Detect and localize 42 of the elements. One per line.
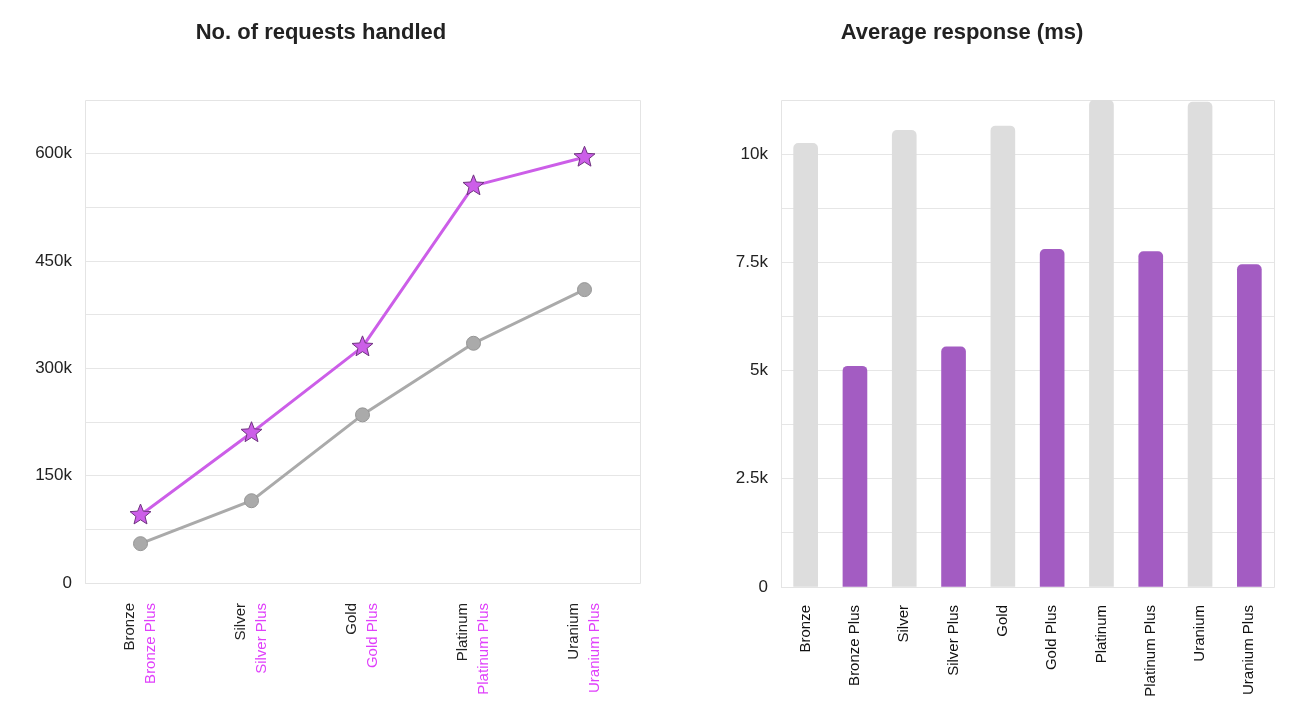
x-tick-label: Silver Plus	[943, 605, 961, 676]
point	[462, 174, 485, 196]
y-tick-label: 0	[758, 576, 768, 596]
y-tick-label: 5k	[750, 360, 769, 380]
x-tick-label: Silver Silver Plus	[231, 603, 270, 674]
x-tick-label: Gold Gold Plus	[342, 603, 381, 669]
bar	[1237, 264, 1262, 587]
x-tick-label: Bronze Plus	[845, 605, 863, 686]
y-tick-label: 2.5k	[735, 468, 769, 488]
y-tick-label: 7.5k	[735, 252, 769, 272]
y-tick-label: 10k	[740, 143, 769, 163]
bar	[1039, 249, 1065, 587]
x-tick-label: Bronze	[795, 605, 813, 653]
bar	[941, 346, 966, 587]
x-tick-label: Gold Plus	[1042, 605, 1060, 671]
y-tick-label: 300k	[35, 358, 73, 378]
point	[573, 145, 596, 167]
x-tick-label: Uranium Uranium Plus	[564, 603, 603, 694]
point	[129, 503, 152, 525]
x-tick-label: Platinum Platinum Plus	[453, 603, 492, 695]
bar	[1138, 251, 1164, 587]
point	[466, 335, 481, 351]
x-tick-label: Uranium Plus	[1239, 605, 1257, 696]
x-tick-label: Uranium	[1190, 605, 1208, 662]
point	[577, 282, 592, 298]
point	[355, 407, 370, 423]
x-tick-label: Bronze Bronze Plus	[120, 603, 159, 684]
x-tick-label: Silver	[894, 605, 912, 643]
bar	[842, 365, 868, 587]
chart-title: Average response (ms)	[840, 19, 1084, 45]
y-tick-label: 150k	[35, 465, 73, 485]
chart-title: No. of requests handled	[195, 19, 447, 45]
point	[240, 421, 263, 443]
x-tick-label: Platinum	[1091, 605, 1109, 664]
y-tick-label: 0	[62, 572, 72, 592]
x-tick-label: Platinum Plus	[1140, 605, 1158, 697]
point	[133, 536, 148, 552]
y-tick-label: 600k	[35, 143, 73, 163]
point	[244, 493, 259, 509]
x-tick-label: Gold	[992, 605, 1010, 637]
point	[351, 335, 374, 357]
y-tick-label: 450k	[35, 250, 73, 270]
